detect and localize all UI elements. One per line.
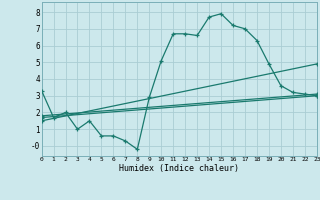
X-axis label: Humidex (Indice chaleur): Humidex (Indice chaleur) [119,164,239,173]
